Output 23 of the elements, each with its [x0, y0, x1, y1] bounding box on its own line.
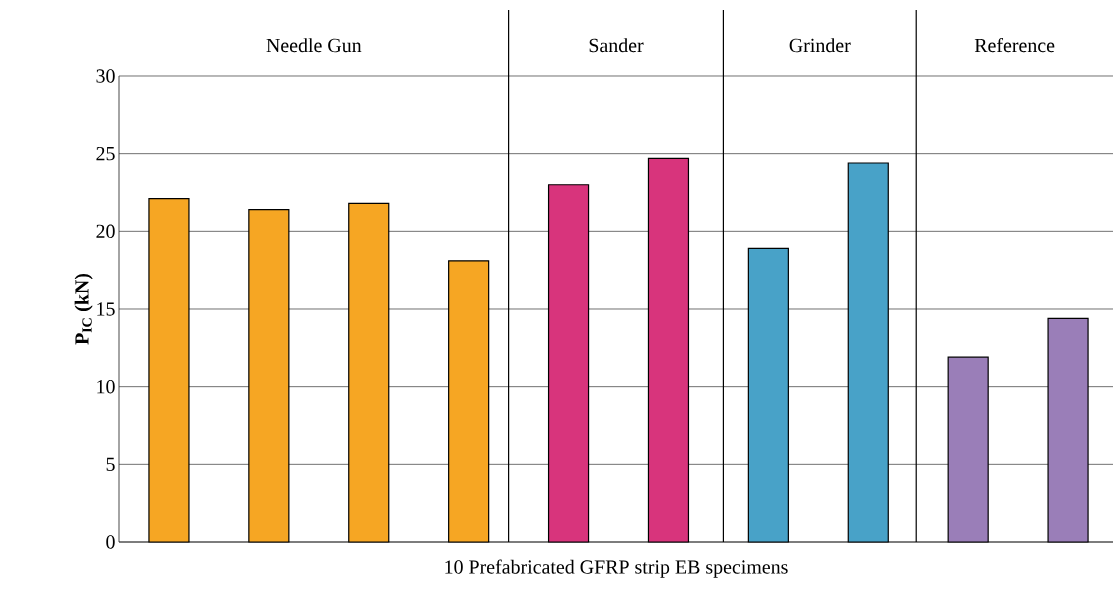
y-tick-label: 10 — [97, 379, 115, 394]
bar — [847, 162, 889, 543]
y-tick-label: 15 — [97, 302, 115, 316]
bar — [148, 198, 190, 543]
bar — [747, 247, 789, 543]
y-tick-label: 5 — [106, 457, 115, 471]
text: Needle Gun — [266, 38, 362, 53]
y-axis-title: P$_{IC}$ (kN) — [74, 273, 93, 345]
bar — [248, 208, 290, 543]
text: Sander — [589, 38, 644, 53]
bar — [348, 202, 390, 543]
bar — [547, 184, 590, 543]
bar — [947, 356, 989, 543]
text: Reference — [974, 37, 1055, 53]
bar — [647, 157, 690, 543]
bar — [1047, 317, 1089, 543]
bar — [448, 260, 490, 543]
y-tick-label: 25 — [96, 146, 115, 161]
y-tick-label: 0 — [106, 535, 115, 549]
y-tick-label: 30 — [96, 69, 115, 83]
y-tick-label: 20 — [96, 224, 115, 239]
text: Grinder — [789, 38, 851, 53]
x-axis-title: 10 Prefabricated GFRP strip EB specimens — [445, 559, 788, 578]
